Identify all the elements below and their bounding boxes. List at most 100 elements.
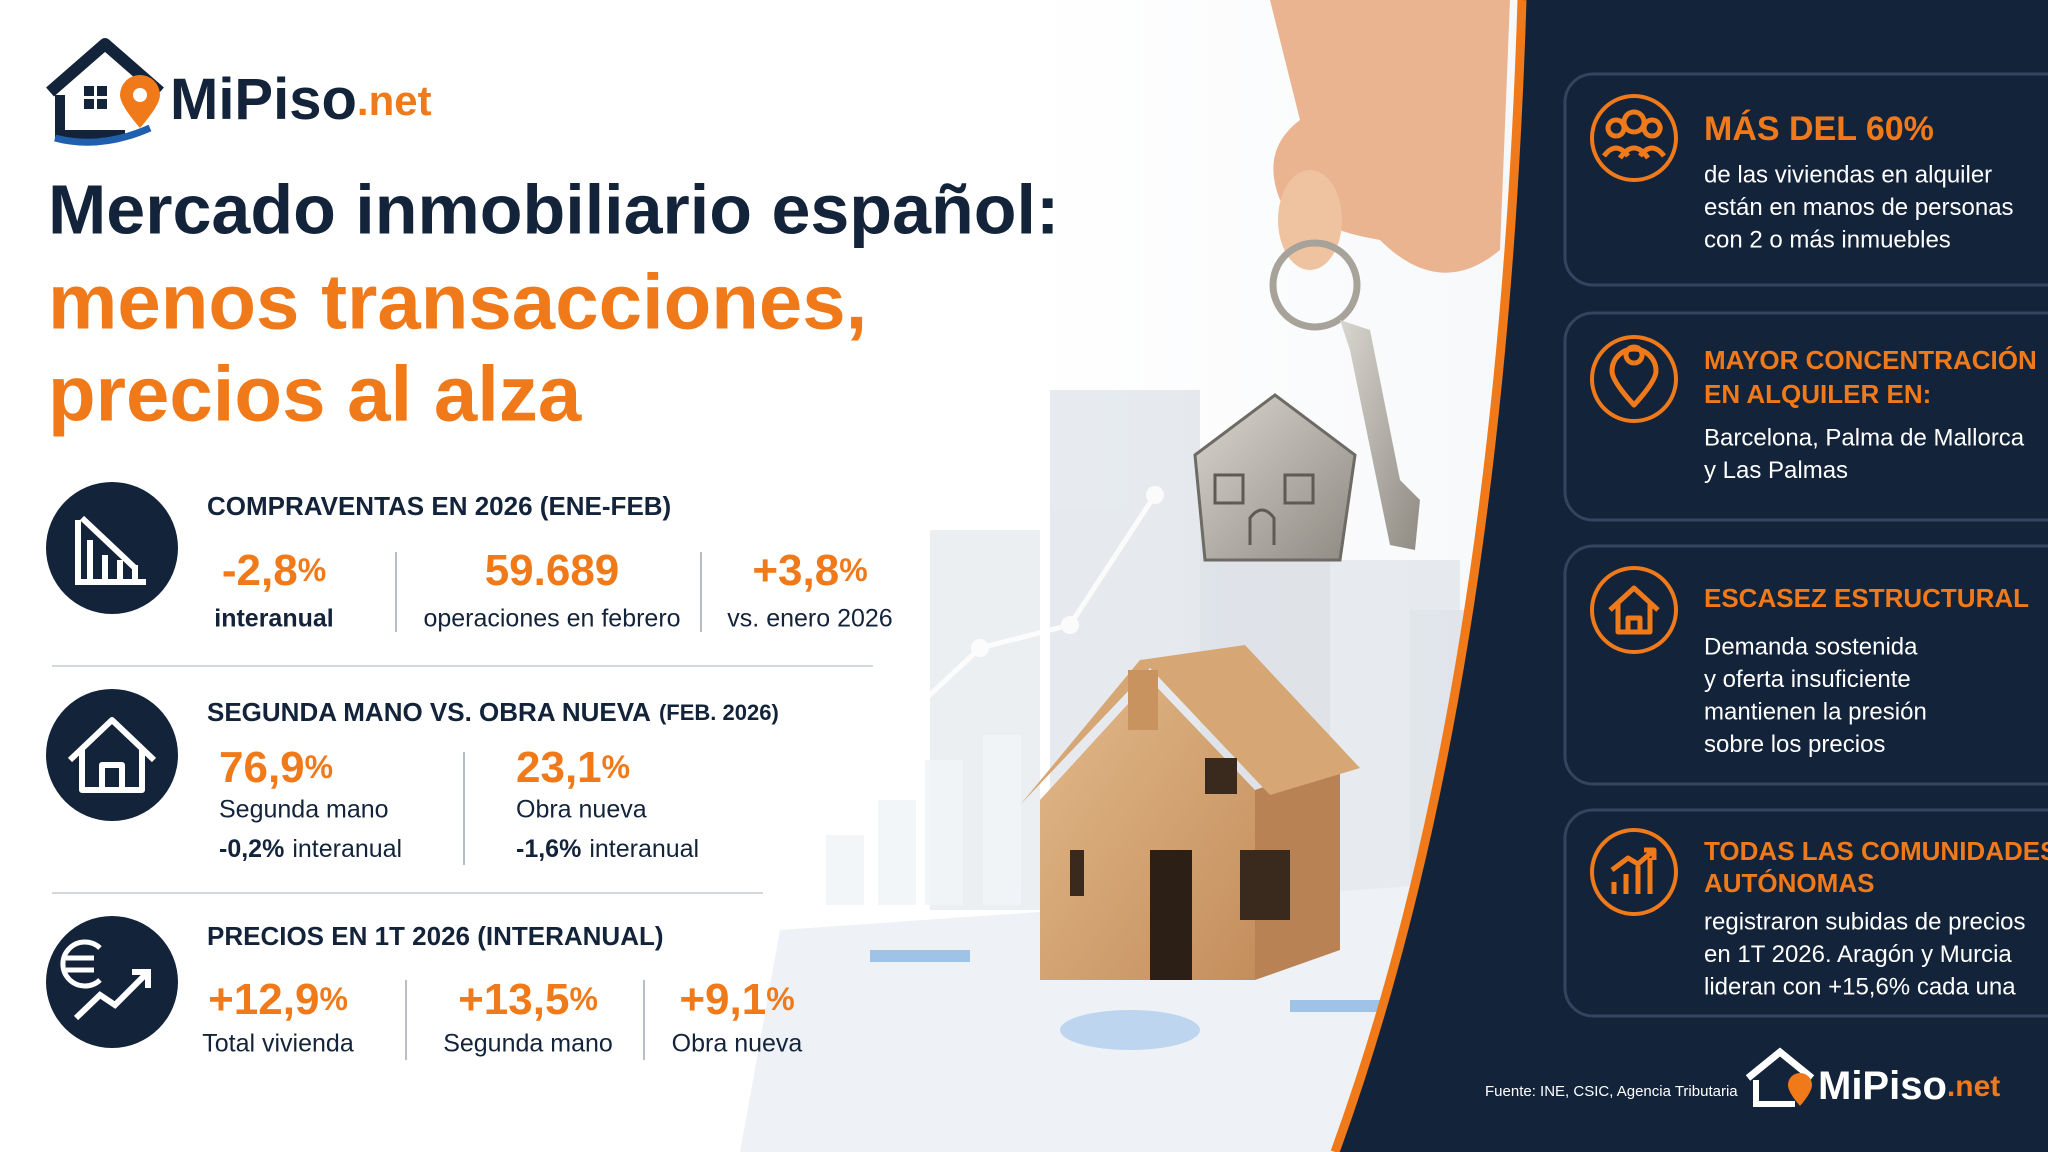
- stat-label: Segunda mano: [443, 1030, 613, 1058]
- card-icon-ring: [1590, 828, 1678, 916]
- icon-circle: [46, 689, 178, 821]
- card-icon: [1609, 344, 1659, 408]
- section-title: PRECIOS EN 1T 2026 (INTERANUAL): [207, 921, 664, 951]
- card-title: EN ALQUILER EN:: [1704, 379, 1931, 409]
- card-text: registraron subidas de precios: [1704, 908, 2026, 935]
- tag-window: [1213, 473, 1245, 505]
- stat-change: -0,2% interanual: [219, 835, 402, 863]
- house-front: [1040, 680, 1255, 980]
- wooden-house: [1020, 645, 1360, 980]
- key-ring: [1269, 239, 1361, 331]
- card-title: MAYOR CONCENTRACIÓN: [1704, 345, 2037, 375]
- card-text: y oferta insuficiente: [1704, 666, 1911, 693]
- house-side: [1255, 760, 1340, 980]
- change-label: interanual: [589, 835, 699, 863]
- subtitle: menos transacciones,: [48, 258, 867, 346]
- icon-decline: [75, 515, 146, 585]
- logo-roof: [1745, 1047, 1815, 1081]
- section-title-note: (FEB. 2026): [659, 700, 779, 725]
- stat-unit: %: [766, 981, 794, 1017]
- logo-name: MiPiso: [1818, 1064, 1947, 1108]
- logo-text: MiPiso.net: [1818, 1064, 2000, 1108]
- title: Mercado inmobiliario español:: [48, 170, 1059, 248]
- stat-value: +9,1%: [679, 975, 794, 1024]
- card-icon-ring: [1590, 335, 1678, 423]
- logo-window: [84, 86, 94, 96]
- stat-label: operaciones en febrero: [423, 605, 680, 633]
- card-text: mantienen la presión: [1704, 698, 1927, 725]
- side-panel: [1335, 0, 2048, 1152]
- card-icon-ring: [1590, 94, 1678, 182]
- card-icon-ring: [1590, 566, 1678, 654]
- stat-value: -2,8%: [222, 546, 326, 595]
- stat-number: 76,9: [219, 743, 305, 792]
- card-text: de las viviendas en alquiler: [1704, 161, 1992, 188]
- deco-dot: [971, 639, 989, 657]
- stat-number: 23,1: [516, 743, 602, 792]
- icon-house: [67, 717, 157, 793]
- stat-label: Obra nueva: [516, 796, 647, 824]
- logo-window: [84, 99, 94, 109]
- icon-euro: [60, 939, 102, 989]
- stat-label: interanual: [214, 605, 333, 633]
- section-icon: [46, 482, 178, 614]
- footer-logo: MiPiso.net: [1745, 1047, 2000, 1108]
- card-title: MÁS DEL 60%: [1704, 110, 1934, 148]
- change-value: -0,2%: [219, 835, 284, 863]
- doc-bar: [870, 950, 970, 962]
- card-text: están en manos de personas: [1704, 194, 2014, 221]
- key: [1340, 320, 1420, 550]
- stat-value: 76,9%: [219, 743, 333, 792]
- deco-dot: [1061, 616, 1079, 634]
- chimney: [1128, 670, 1158, 730]
- stat-unit: %: [839, 552, 867, 588]
- stat-value: +12,9%: [208, 975, 348, 1024]
- tag-door: [1248, 508, 1276, 545]
- logo-wall: [55, 95, 125, 140]
- section-title-main: PRECIOS EN 1T 2026 (INTERANUAL): [207, 921, 664, 951]
- logo-suffix: .net: [1947, 1070, 2000, 1103]
- stat-unit: %: [305, 749, 333, 785]
- logo-wall: [1753, 1080, 1795, 1107]
- logo-name: MiPiso: [170, 67, 357, 132]
- section-icon: [46, 689, 178, 821]
- card-text: Demanda sostenida: [1704, 633, 1918, 660]
- card-text: con 2 o más inmuebles: [1704, 226, 1951, 253]
- deco-bar: [983, 735, 1021, 905]
- highlight-card: [1563, 311, 2048, 522]
- stat-label: Segunda mano: [219, 796, 389, 824]
- key-tag: [1193, 393, 1357, 562]
- window: [1070, 850, 1084, 896]
- card-text: sobre los precios: [1704, 731, 1885, 758]
- stat-unit: %: [298, 552, 326, 588]
- panel-edge: [1330, 0, 1527, 1152]
- section-title-main: COMPRAVENTAS EN 2026 (ENE-FEB): [207, 491, 671, 521]
- stat-label: Obra nueva: [672, 1030, 803, 1058]
- deco-bar: [878, 800, 916, 905]
- window: [1205, 758, 1237, 794]
- logo-pin: [1788, 1073, 1812, 1106]
- stat-value: +3,8%: [752, 546, 867, 595]
- tag-window: [1283, 473, 1315, 505]
- stat-number: +9,1: [679, 975, 766, 1024]
- stat-value: +13,5%: [458, 975, 598, 1024]
- icon-circle: [46, 916, 178, 1048]
- doc-pie: [1060, 1010, 1200, 1050]
- section-icon: [46, 916, 178, 1048]
- highlight-card: [1563, 544, 2048, 786]
- subtitle: precios al alza: [48, 350, 582, 438]
- stat-value: 23,1%: [516, 743, 630, 792]
- card-text: en 1T 2026. Aragón y Murcia: [1704, 941, 2012, 968]
- change-value: -1,6%: [516, 835, 581, 863]
- card-title: AUTÓNOMAS: [1704, 868, 1874, 898]
- card-icon: [1608, 585, 1660, 635]
- card-text: Barcelona, Palma de Mallorca: [1704, 424, 2025, 451]
- logo-suffix: .net: [357, 77, 432, 124]
- stat-number: +3,8: [752, 546, 839, 595]
- stat-number: +12,9: [208, 975, 319, 1024]
- deco-bar: [925, 760, 963, 905]
- card-icon: [1610, 847, 1657, 894]
